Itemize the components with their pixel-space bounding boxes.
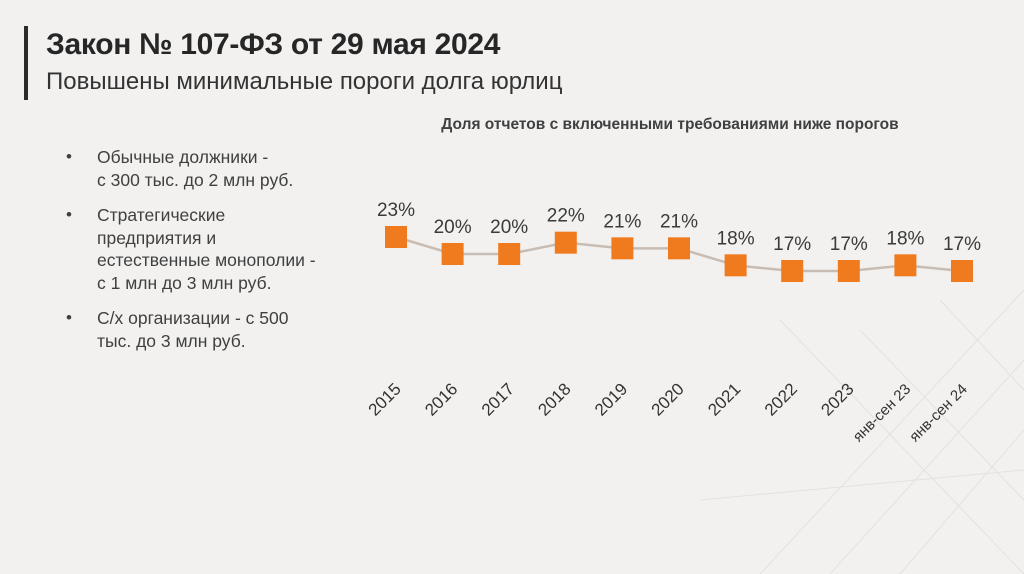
data-point-marker (781, 260, 804, 282)
bullet-list: • Обычные должники - с 300 тыс. до 2 млн … (60, 146, 350, 365)
bullet-item: • Обычные должники - с 300 тыс. до 2 млн … (60, 146, 350, 191)
x-tick-label: 2019 (591, 379, 631, 419)
x-tick-label: 2021 (704, 379, 744, 419)
data-point-marker (611, 237, 634, 260)
data-label: 18% (886, 228, 924, 249)
data-point-marker (385, 226, 407, 248)
data-label: 17% (943, 234, 981, 255)
data-label: 17% (830, 234, 868, 255)
x-tick-label: 2022 (761, 379, 801, 419)
x-tick-label: 2018 (534, 379, 574, 419)
x-tick-label: 2017 (478, 379, 518, 419)
x-tick-label: янв-сен 24 (906, 381, 971, 446)
data-point-marker (498, 243, 521, 265)
bullet-text: Стратегические предприятия и естественны… (97, 205, 316, 293)
data-label: 20% (434, 217, 472, 238)
data-point-marker (668, 237, 690, 260)
bullet-text: Обычные должники - с 300 тыс. до 2 млн р… (97, 147, 294, 190)
bullet-text: С/х организации - с 500 тыс. до 3 млн ру… (97, 308, 289, 351)
data-point-marker (724, 254, 747, 277)
x-tick-label: 2015 (365, 379, 405, 419)
data-point-marker (554, 231, 577, 254)
data-label: 23% (377, 200, 415, 221)
bullet-dot: • (66, 147, 72, 166)
data-point-marker (951, 260, 973, 282)
title-accent-bar (24, 26, 28, 100)
x-tick-label: 2020 (648, 379, 688, 419)
data-label: 22% (547, 206, 585, 227)
chart-title: Доля отчетов с включенными требованиями … (441, 116, 899, 133)
slide-title: Закон № 107-ФЗ от 29 мая 2024 (46, 28, 501, 61)
bullet-dot: • (66, 308, 72, 327)
data-label: 18% (717, 228, 755, 249)
data-label: 21% (660, 211, 698, 232)
bullet-item: • С/х организации - с 500 тыс. до 3 млн р… (60, 307, 350, 352)
slide-subtitle: Повышены минимальные пороги долга юрлиц (46, 68, 563, 95)
bullet-dot: • (66, 205, 72, 224)
data-label: 21% (603, 211, 641, 232)
data-label: 17% (773, 234, 811, 255)
bullet-item: • Стратегические предприятия и естественн… (60, 204, 350, 294)
x-tick-label: янв-сен 23 (850, 381, 915, 446)
data-label: 20% (490, 217, 528, 238)
x-tick-label: 2023 (817, 379, 857, 419)
x-tick-label: 2016 (421, 379, 461, 419)
data-point-marker (837, 260, 860, 282)
data-point-marker (441, 243, 464, 265)
data-point-marker (894, 254, 917, 277)
